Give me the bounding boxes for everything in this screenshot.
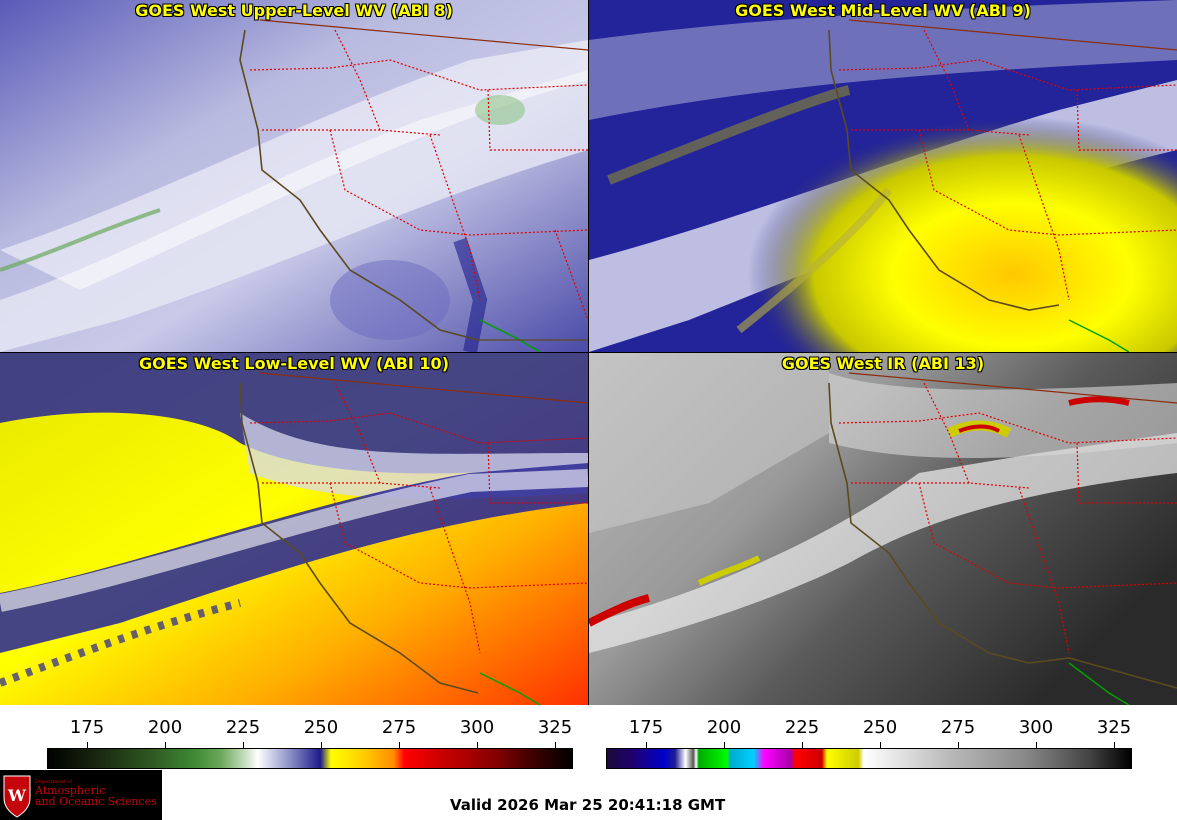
colorbar-wv-tick-labels: 175 200 225 250 275 300 325 [40,717,580,739]
tick-label: 325 [1096,717,1132,738]
ir-image [589,353,1177,705]
panel-title: GOES West Mid-Level WV (ABI 9) [735,1,1031,20]
tick-label: 175 [69,717,105,738]
tick-label: 300 [459,717,495,738]
tick-label: 225 [784,717,820,738]
colorbar-wv: 175 200 225 250 275 300 325 [40,712,580,770]
panel-title: GOES West Low-Level WV (ABI 10) [138,354,449,373]
tick-label: 175 [628,717,664,738]
upper-level-wv-image [0,0,588,352]
colorbar-ir: 175 200 225 250 275 300 325 [600,712,1140,770]
mid-level-wv-image [589,0,1177,352]
tick-label: 275 [940,717,976,738]
panel-low-level-wv: GOES West Low-Level WV (ABI 10) [0,353,588,705]
valid-time: Valid 2026 Mar 25 20:41:18 GMT [450,796,726,814]
colorbar-ir-gradient [606,748,1132,769]
tick-label: 200 [706,717,742,738]
panel-mid-level-wv: GOES West Mid-Level WV (ABI 9) [589,0,1177,352]
svg-text:W: W [7,786,27,805]
panel-title: GOES West IR (ABI 13) [781,354,985,373]
tick-label: 325 [537,717,573,738]
uw-aos-logo: W Department of Atmospheric and Oceanic … [0,770,162,820]
colorbar-wv-gradient [47,748,573,769]
tick-label: 250 [303,717,339,738]
tick-label: 250 [862,717,898,738]
logo-name-line1: Atmospheric [35,784,106,797]
colorbar-ir-tick-labels: 175 200 225 250 275 300 325 [600,717,1140,739]
low-level-wv-image [0,353,588,705]
uw-crest-icon: W [3,775,31,818]
panel-title: GOES West Upper-Level WV (ABI 8) [135,1,453,20]
tick-label: 225 [225,717,261,738]
panel-upper-level-wv: GOES West Upper-Level WV (ABI 8) [0,0,588,352]
logo-name-line2: and Oceanic Sciences [35,795,157,808]
tick-label: 300 [1018,717,1054,738]
panel-ir: GOES West IR (ABI 13) [589,353,1177,705]
tick-label: 275 [381,717,417,738]
tick-label: 200 [147,717,183,738]
logo-department: Department of [35,779,72,785]
colorbar-wv-ticks [40,742,580,748]
colorbar-ir-ticks [600,742,1140,748]
logo-text: Department of Atmospheric and Oceanic Sc… [35,779,157,807]
panel-divider-horizontal [0,352,1177,353]
